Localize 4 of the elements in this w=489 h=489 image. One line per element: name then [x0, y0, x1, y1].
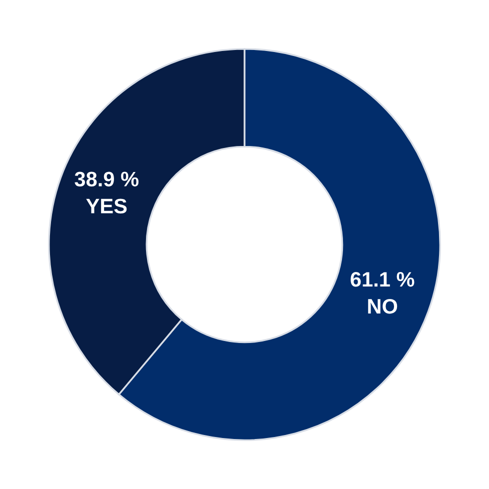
slice-label: NO	[368, 298, 398, 314]
data-label: 61.1 %	[350, 272, 414, 287]
slice-label: YES	[86, 198, 127, 214]
data-label: 38.9 %	[74, 172, 139, 187]
